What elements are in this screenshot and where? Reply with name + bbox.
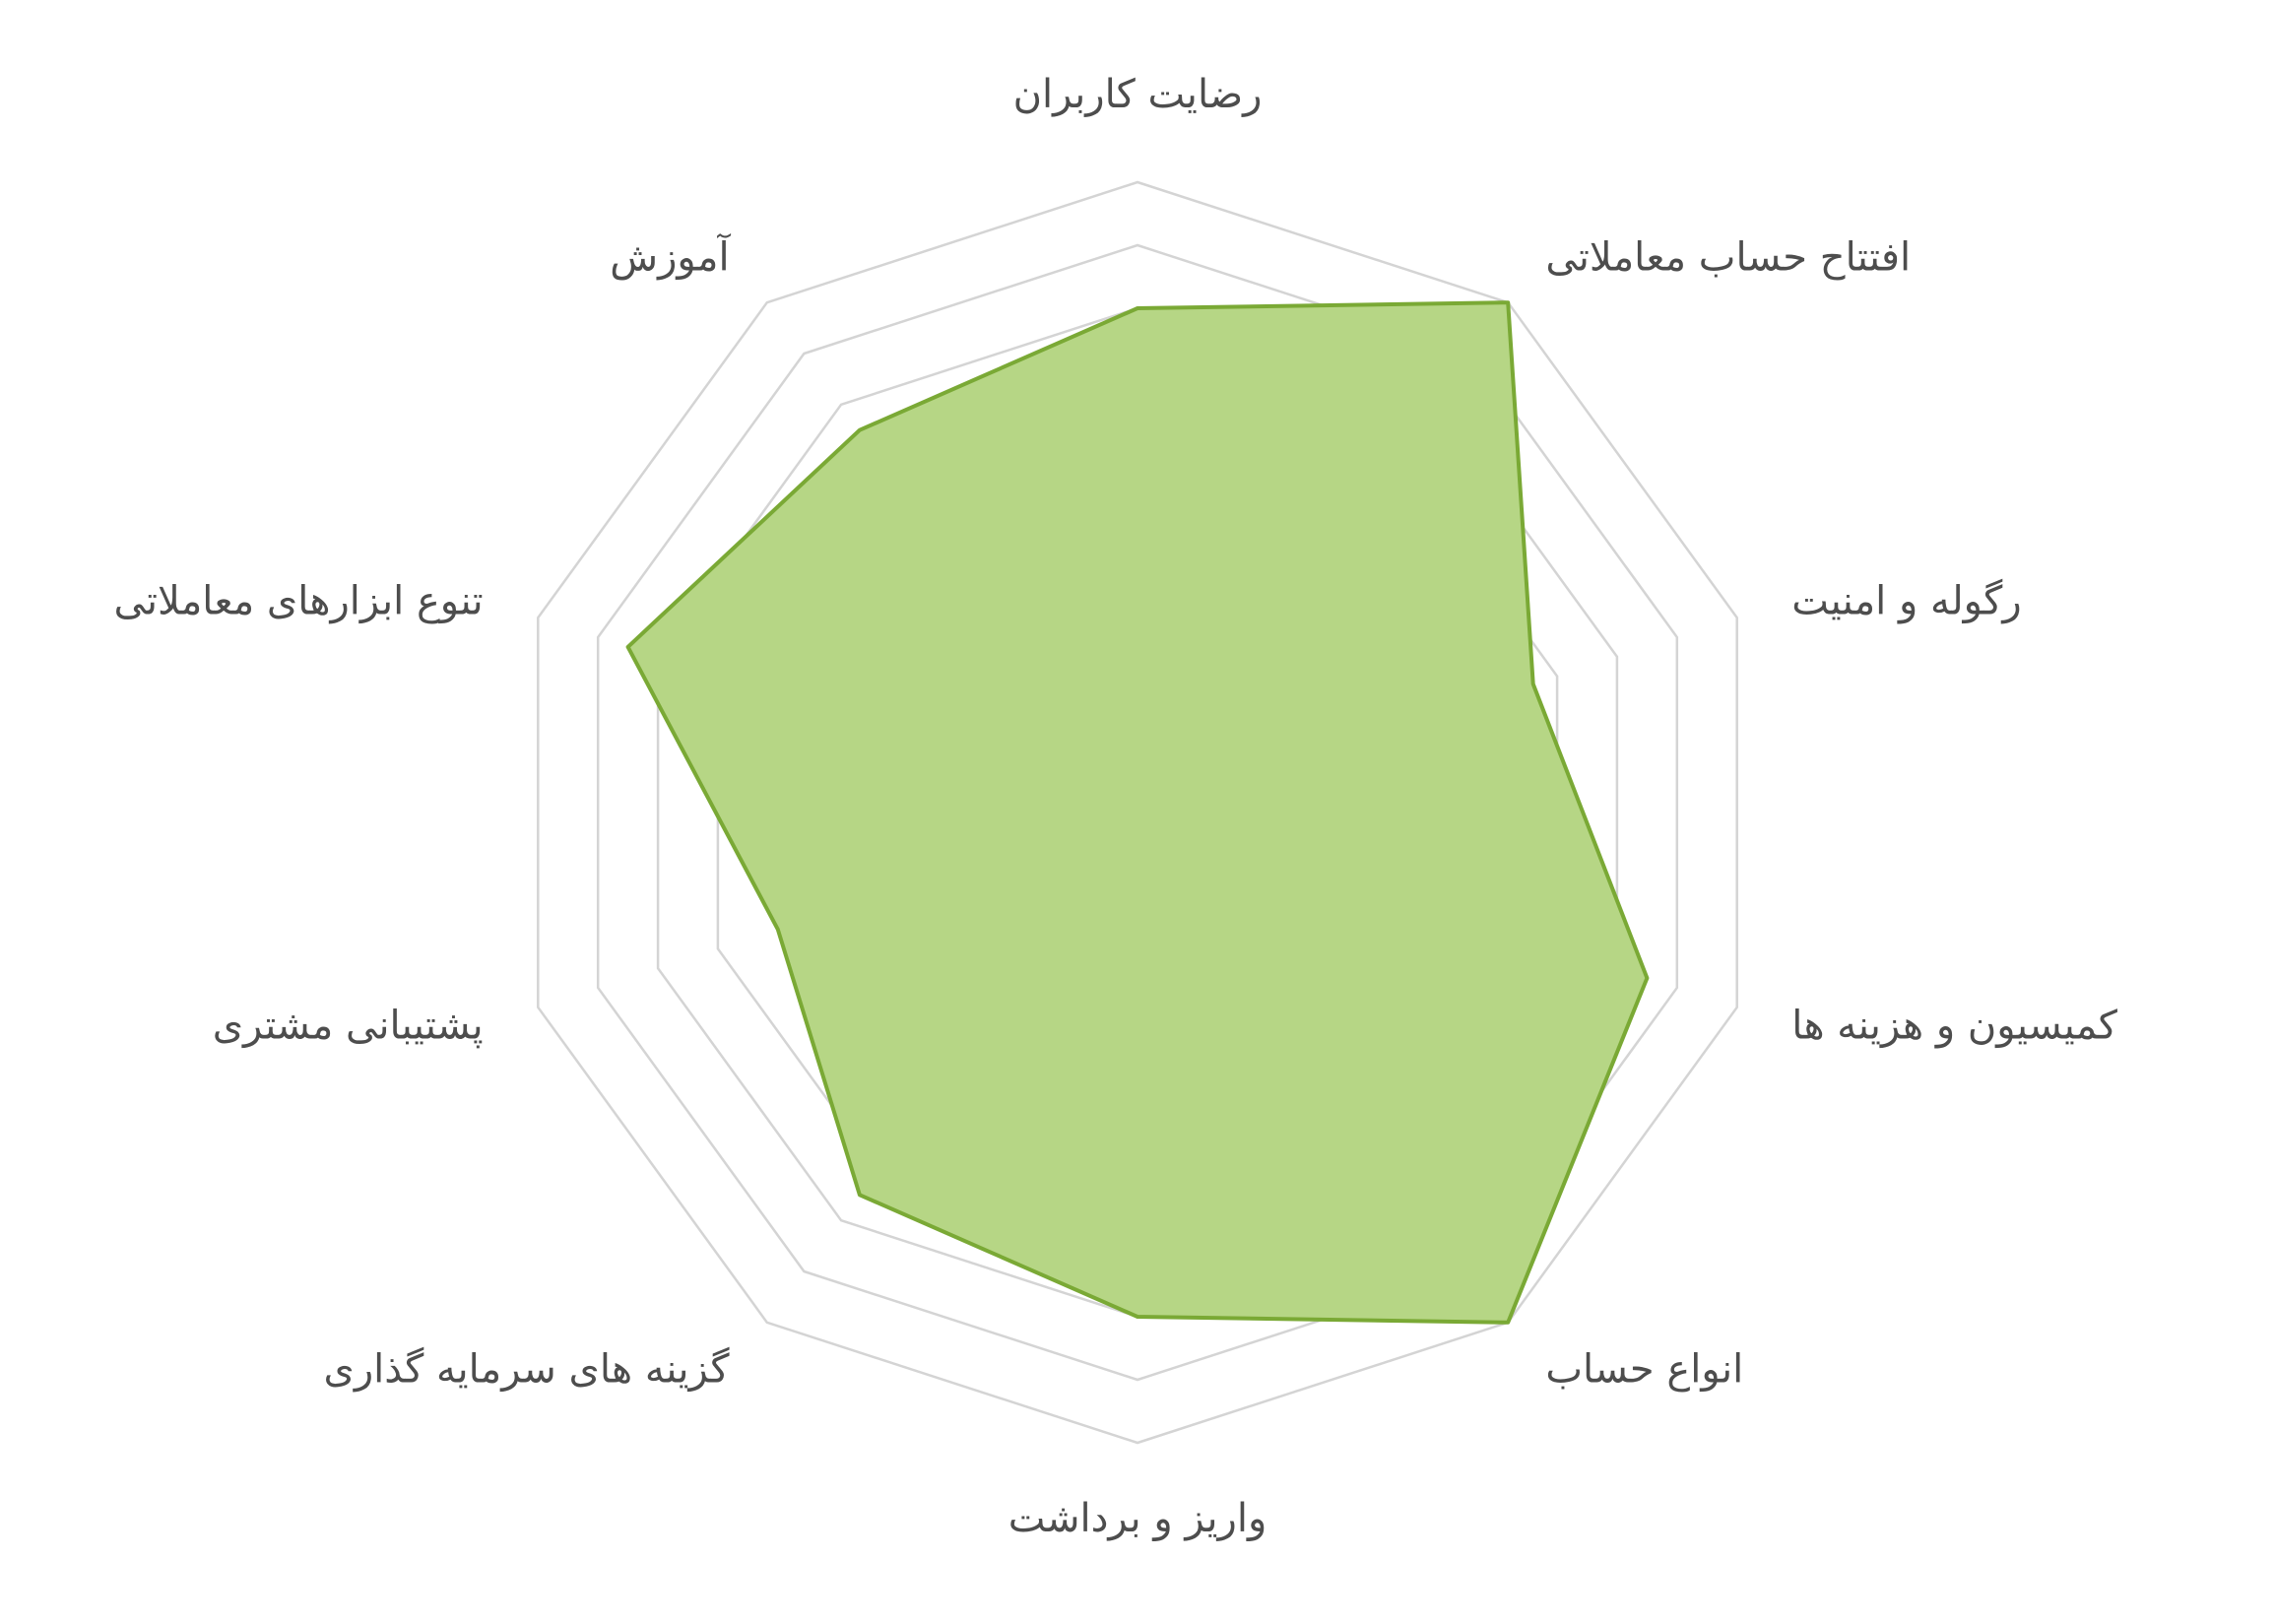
axis-label-9: آموزش	[610, 232, 731, 280]
axis-label-1: افتتاح حساب معاملاتی	[1545, 234, 1911, 280]
axis-label-3: کمیسیون و هزینه ها	[1791, 1004, 2118, 1049]
axis-label-7: پشتیبانی مشتری	[213, 1004, 484, 1049]
axis-label-2: رگوله و امنیت	[1791, 578, 2021, 623]
axis-label-5: واریز و برداشت	[1008, 1496, 1268, 1541]
series-area	[625, 300, 1650, 1325]
axis-label-4: انواع حساب	[1545, 1347, 1743, 1393]
series-layer	[625, 300, 1650, 1325]
grid-ring-9	[596, 243, 1679, 1382]
axis-label-8: تنوع ابزارهای معاملاتی	[114, 578, 484, 623]
axis-labels: رضایت کاربران افتتاح حساب معاملاتی رگوله و…	[114, 72, 2118, 1541]
axis-label-0: رضایت کاربران	[1013, 72, 1263, 117]
grid-ring-10	[537, 180, 1738, 1445]
axis-label-6: گزینه های سرمایه گذاری	[324, 1347, 731, 1393]
